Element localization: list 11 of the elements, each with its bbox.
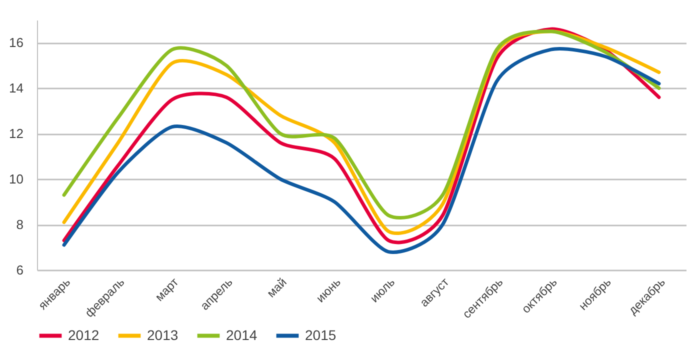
- legend-label: 2015: [305, 326, 336, 343]
- legend-label: 2013: [147, 326, 178, 343]
- y-tick-label: 16: [9, 35, 24, 50]
- y-tick-label: 6: [16, 262, 24, 278]
- legend-label: 2014: [226, 326, 258, 343]
- y-tick-label: 10: [9, 172, 24, 187]
- y-tick-label: 12: [9, 126, 24, 142]
- y-tick-label: 14: [9, 80, 24, 96]
- legend-label: 2012: [68, 326, 100, 343]
- x-tick-label: май: [264, 275, 290, 300]
- y-tick-label: 8: [16, 217, 24, 232]
